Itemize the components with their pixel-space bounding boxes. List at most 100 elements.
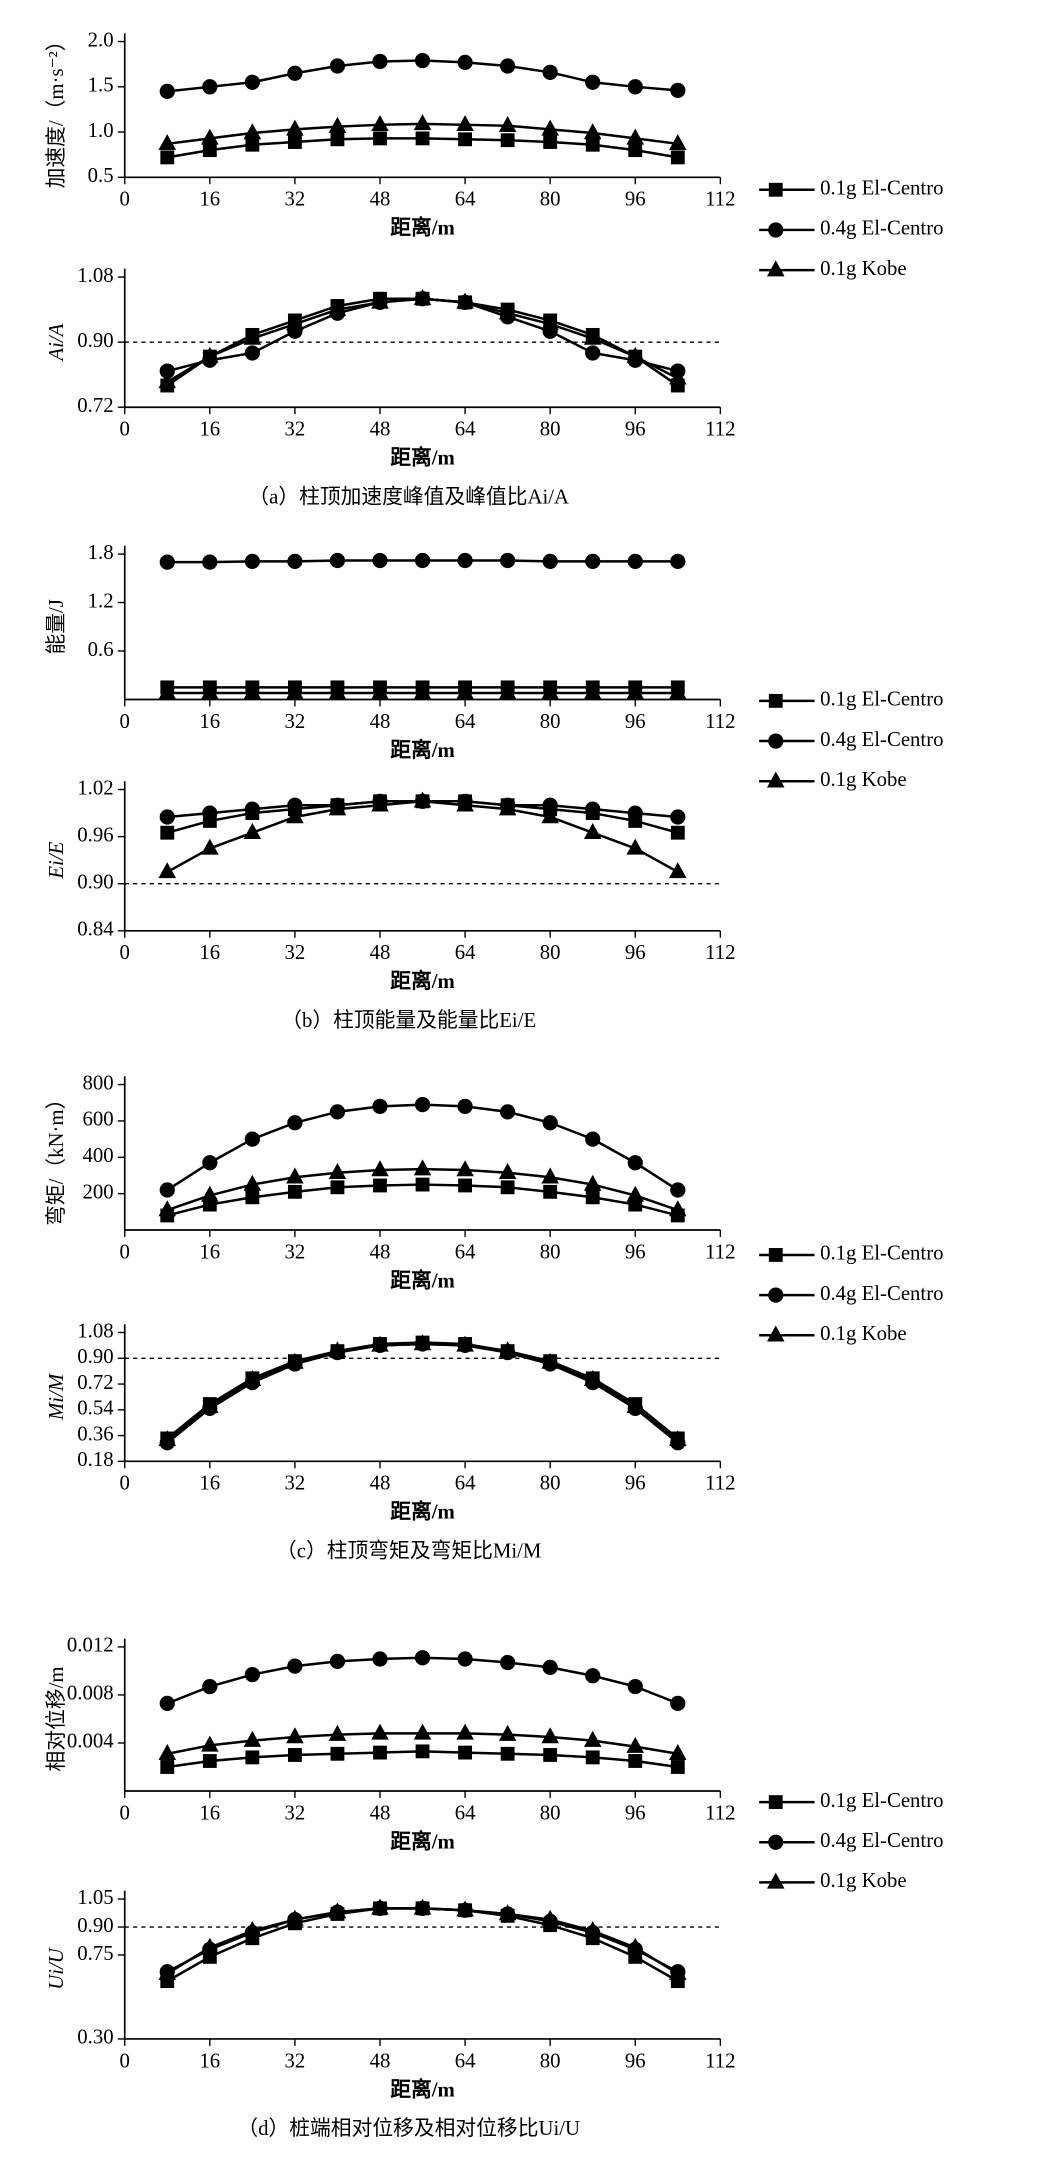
marker-circle [159, 1695, 175, 1711]
marker-circle [457, 54, 473, 70]
marker-triangle [201, 1397, 219, 1414]
marker-circle [372, 53, 388, 70]
marker-circle [159, 1182, 175, 1198]
marker-triangle [413, 114, 432, 131]
marker-triangle [626, 1397, 645, 1414]
x-tick-label: 112 [705, 710, 735, 733]
y-tick-label: 0.90 [77, 870, 113, 893]
marker-triangle [413, 1723, 432, 1740]
marker-triangle [498, 1724, 517, 1741]
marker-triangle [243, 822, 262, 839]
x-tick-label: 48 [370, 188, 391, 211]
y-tick-label: 400 [82, 1144, 113, 1167]
x-tick-label: 112 [705, 2049, 735, 2072]
marker-triangle [158, 862, 177, 879]
marker-square [585, 1190, 600, 1205]
series-line [166, 1907, 679, 1973]
marker-triangle [371, 292, 389, 309]
x-tick-label: 32 [285, 1472, 306, 1495]
marker-circle [670, 1695, 686, 1711]
legend-marker [766, 1325, 785, 1342]
marker-circle [287, 65, 303, 81]
x-tick-label: 96 [625, 1472, 646, 1495]
x-axis-label: 距离/m [390, 738, 455, 762]
marker-triangle [498, 799, 517, 816]
marker-triangle [456, 683, 474, 700]
marker-triangle [626, 1736, 645, 1753]
marker-square [202, 143, 217, 158]
x-axis-label: 距离/m [390, 1829, 455, 1853]
marker-circle [372, 552, 388, 569]
x-tick-label: 112 [705, 1472, 735, 1495]
x-tick-label: 80 [540, 941, 561, 964]
legend-marker [766, 771, 785, 788]
y-axis-label: Ui/U [45, 1946, 68, 1990]
marker-triangle [626, 346, 645, 363]
marker-triangle [286, 119, 304, 136]
marker-triangle [498, 683, 517, 700]
marker-triangle [456, 1723, 474, 1740]
marker-triangle [541, 1909, 559, 1926]
caption: （d）桩端相对位移及相对位移比Ui/U [237, 2117, 580, 2140]
marker-circle [500, 552, 516, 569]
marker-circle [244, 74, 260, 90]
x-tick-label: 80 [540, 710, 561, 733]
x-tick-label: 96 [625, 2049, 646, 2072]
marker-triangle [456, 795, 474, 812]
x-axis-label: 距离/m [390, 2077, 455, 2101]
marker-circle [627, 79, 643, 95]
x-tick-label: 16 [199, 941, 220, 964]
marker-triangle [541, 683, 559, 700]
x-tick-label: 32 [285, 941, 306, 964]
legend-marker [768, 733, 784, 749]
series-line [166, 1907, 679, 1983]
marker-triangle [583, 1730, 602, 1747]
x-tick-label: 48 [370, 1801, 391, 1824]
marker-circle [244, 801, 260, 817]
y-tick-label: 1.8 [88, 541, 114, 564]
x-tick-label: 32 [285, 188, 306, 211]
marker-circle [329, 1653, 346, 1669]
y-tick-label: 200 [82, 1180, 113, 1203]
marker-circle [244, 345, 260, 361]
legend-label: 0.1g El-Centro [820, 1789, 943, 1812]
marker-square [245, 137, 260, 152]
marker-triangle [626, 1185, 645, 1202]
x-tick-label: 64 [455, 2049, 476, 2072]
marker-circle [244, 553, 260, 569]
marker-triangle [201, 838, 219, 855]
marker-square [670, 150, 685, 165]
marker-circle [457, 552, 473, 569]
marker-circle [542, 553, 558, 569]
marker-triangle [669, 1963, 687, 1980]
caption: （c）柱顶弯矩及弯矩比Mi/M [276, 1540, 541, 1563]
marker-triangle [328, 1724, 347, 1741]
legend-label: 0.1g Kobe [820, 768, 907, 791]
x-tick-label: 0 [120, 418, 130, 441]
marker-circle [159, 809, 175, 825]
marker-triangle [286, 1352, 304, 1369]
marker-circle [202, 1155, 218, 1171]
y-axis-label: 相对位移/m [45, 1666, 68, 1771]
marker-circle [244, 1131, 260, 1147]
y-tick-label: 1.5 [88, 74, 114, 97]
y-tick-label: 0.90 [77, 329, 113, 352]
marker-triangle [583, 822, 602, 839]
marker-square [245, 1190, 260, 1205]
marker-triangle [328, 299, 347, 316]
x-tick-label: 80 [540, 1472, 561, 1495]
y-axis-label: 弯矩/（kN·m） [45, 1089, 68, 1226]
marker-triangle [286, 314, 304, 331]
marker-triangle [583, 1174, 602, 1191]
marker-triangle [158, 1963, 177, 1980]
marker-triangle [243, 1921, 262, 1937]
x-tick-label: 0 [120, 941, 130, 964]
series-line [166, 297, 679, 373]
marker-triangle [413, 791, 432, 808]
marker-triangle [541, 1352, 559, 1369]
marker-triangle [413, 683, 432, 700]
y-axis-label: 加速度/（m·s⁻²） [45, 30, 68, 188]
y-tick-label: 0.96 [77, 823, 113, 846]
